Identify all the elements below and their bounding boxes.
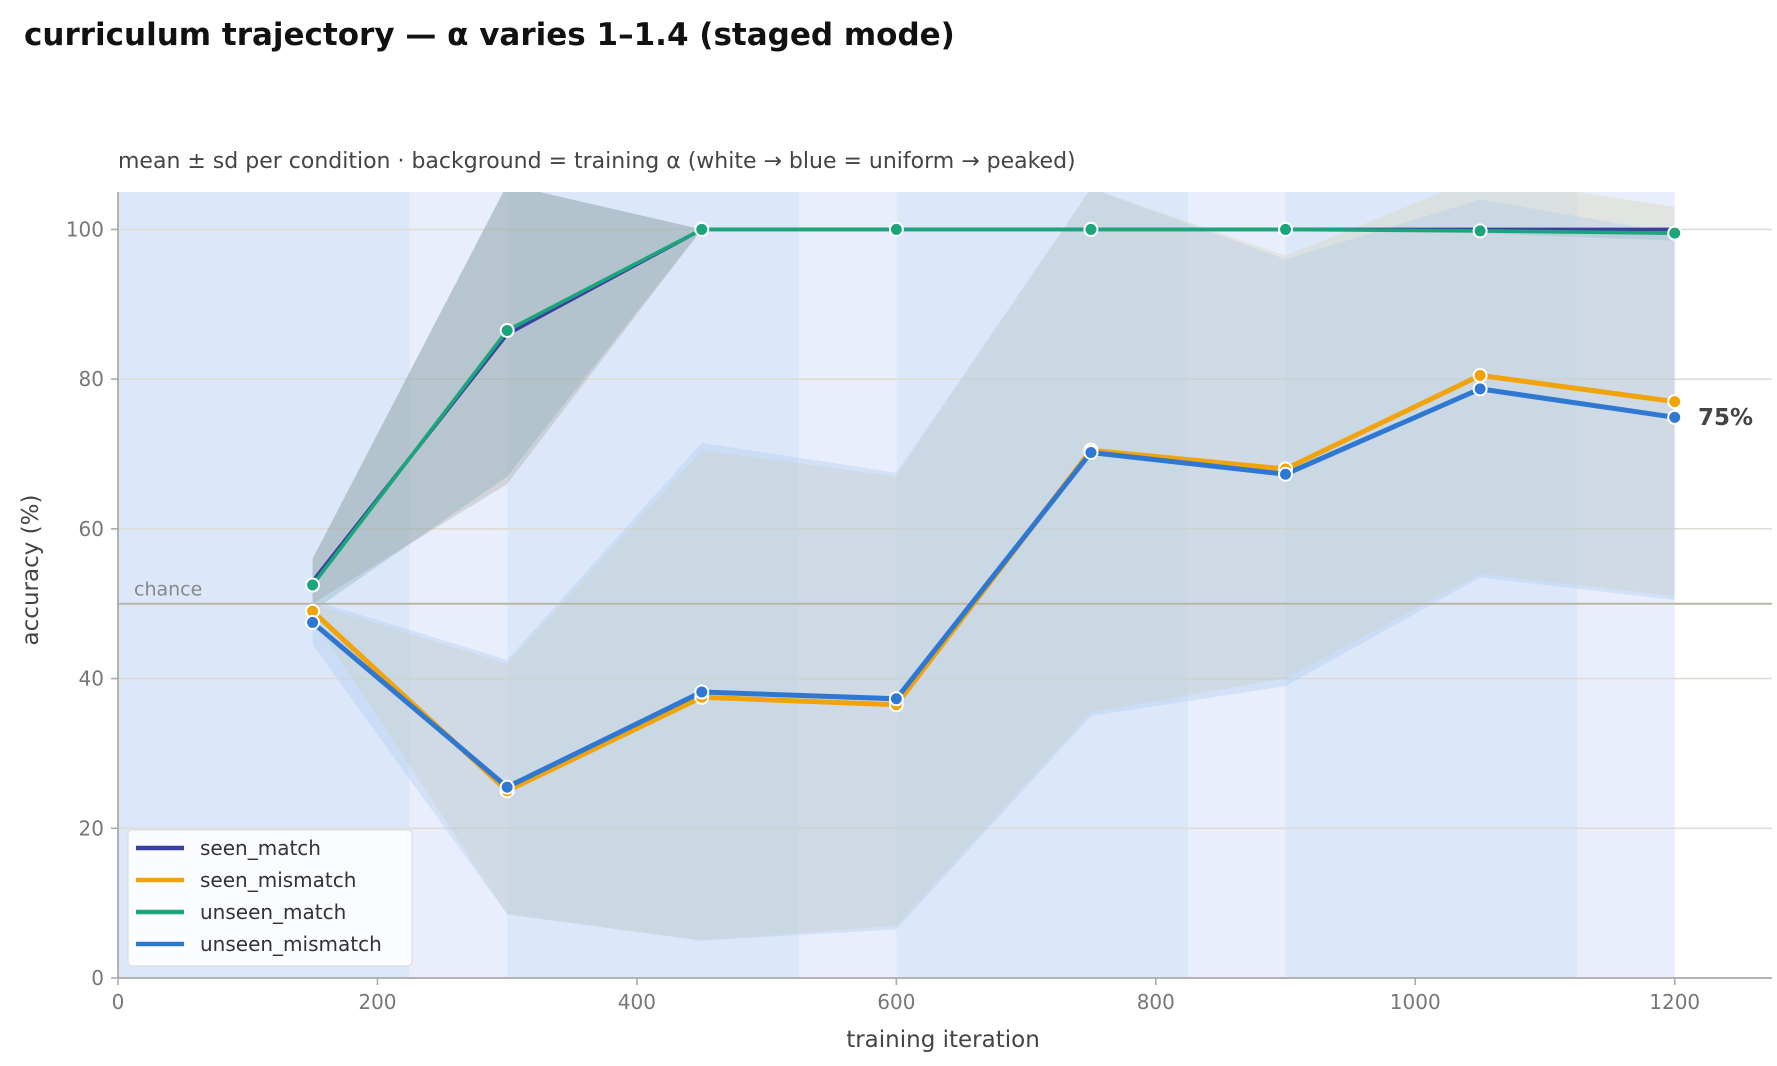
chance-label: chance (134, 579, 202, 601)
band-unseen_match (312, 192, 1675, 612)
legend-entry-seen_match: seen_match (200, 836, 321, 860)
point-unseen_match-1050 (1472, 223, 1488, 239)
line-unseen_mismatch (310, 386, 1678, 790)
line-unseen_match (310, 227, 1677, 587)
x-axis-label: training iteration (846, 1027, 1040, 1053)
series-lines (310, 227, 1678, 794)
y-tick-label-0: 0 (91, 966, 104, 990)
y-tick-label-80: 80 (79, 367, 104, 391)
point-unseen_mismatch-1200 (1667, 409, 1683, 425)
x-tick-label-800: 800 (1137, 990, 1175, 1014)
x-tick-label-600: 600 (877, 990, 915, 1014)
point-unseen_match-300 (499, 322, 515, 338)
point-unseen_mismatch-1050 (1472, 381, 1488, 397)
point-unseen_match-450 (694, 221, 710, 237)
x-tick-label-0: 0 (112, 990, 125, 1014)
point-unseen_mismatch-900 (1278, 466, 1294, 482)
alpha-band-6 (1285, 192, 1578, 978)
chance-line: chance (118, 579, 1772, 605)
legend-entry-unseen_match: unseen_match (200, 900, 346, 924)
alpha-band-2 (507, 192, 800, 978)
chart-title: curriculum trajectory — α varies 1–1.4 (… (24, 17, 955, 53)
chart-subtitle: mean ± sd per condition · background = t… (118, 149, 1076, 174)
alpha-band-5 (1188, 192, 1286, 978)
alpha-band-1 (409, 192, 508, 978)
end-value-label: 75% (1698, 405, 1753, 431)
point-unseen_match-1200 (1667, 225, 1683, 241)
alpha-band-4 (896, 192, 1189, 978)
point-unseen_match-150 (305, 577, 321, 593)
alpha-band-7 (1577, 192, 1675, 978)
point-unseen_match-600 (888, 221, 904, 237)
x-tick-label-1000: 1000 (1390, 990, 1441, 1014)
y-axis-label: accuracy (%) (18, 495, 44, 646)
point-seen_mismatch-1050 (1472, 367, 1488, 383)
point-seen_mismatch-1200 (1667, 394, 1683, 410)
y-tick-label-20: 20 (79, 816, 104, 840)
legend-entry-unseen_mismatch: unseen_mismatch (200, 932, 382, 956)
sd-bands (312, 192, 1675, 941)
series-points (305, 221, 1683, 799)
x-tick-label-200: 200 (358, 990, 396, 1014)
y-tick-label-40: 40 (79, 667, 104, 691)
tick-labels: 0 200 400 600 800 1000 1200 0 20 40 60 80 100 (66, 217, 1700, 1014)
point-unseen_mismatch-750 (1083, 445, 1099, 461)
y-tick-label-60: 60 (79, 517, 104, 541)
point-unseen_match-900 (1278, 221, 1294, 237)
point-unseen_mismatch-450 (694, 684, 710, 700)
axes (117, 192, 1772, 979)
alpha-band-3 (799, 192, 897, 978)
y-tick-label-100: 100 (66, 217, 104, 241)
point-unseen_mismatch-600 (888, 691, 904, 707)
band-unseen_mismatch (312, 192, 1675, 941)
x-tick-label-1200: 1200 (1649, 990, 1700, 1014)
x-tick-label-400: 400 (618, 990, 656, 1014)
alpha-background-bands (118, 192, 1675, 978)
point-unseen_mismatch-150 (305, 614, 321, 630)
legend-box (127, 829, 413, 967)
point-unseen_mismatch-300 (499, 779, 515, 795)
legend-entry-seen_mismatch: seen_mismatch (200, 868, 356, 892)
point-unseen_match-750 (1083, 221, 1099, 237)
band-seen_mismatch (312, 192, 1675, 941)
legend: seen_match seen_mismatch unseen_matchunsee… (127, 829, 413, 967)
